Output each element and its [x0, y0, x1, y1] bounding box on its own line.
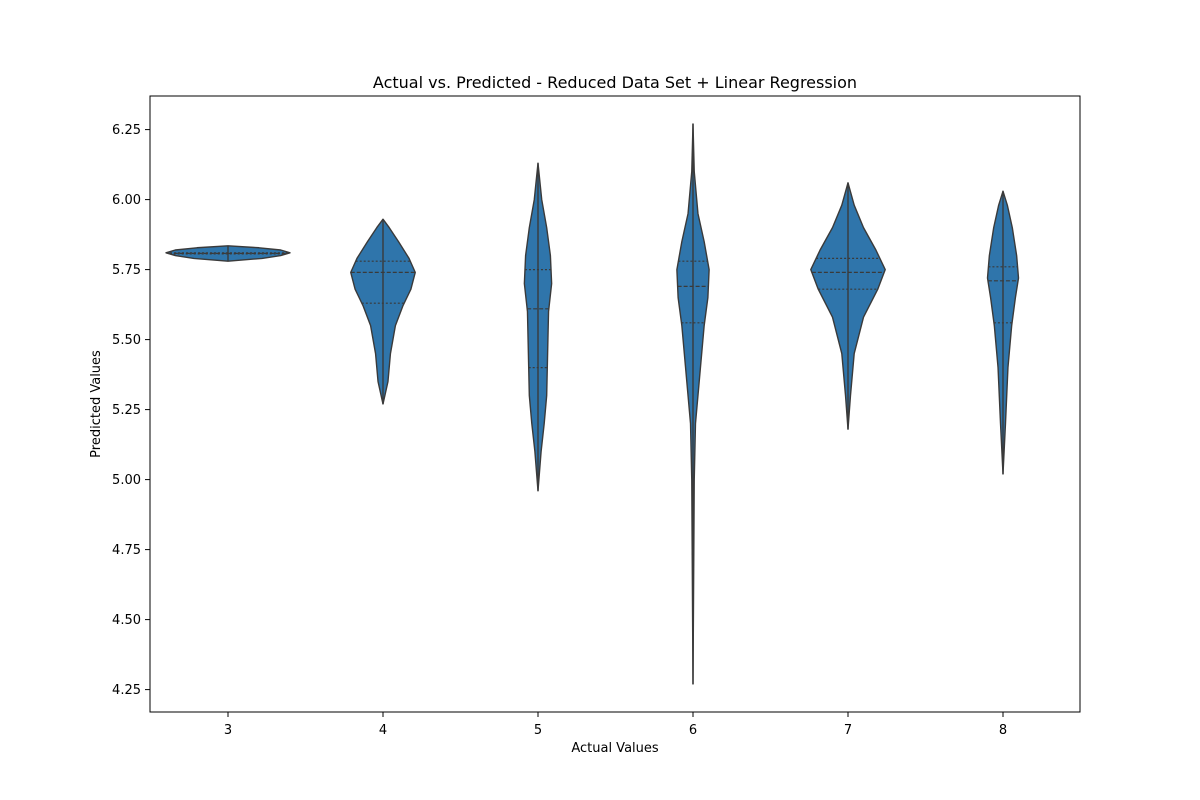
y-tick-label: 4.25 — [112, 683, 141, 698]
y-tick-label: 4.50 — [112, 613, 141, 628]
violin-6 — [676, 123, 710, 685]
plot-frame — [149, 95, 1081, 713]
x-axis: 3 4 5 6 7 8 — [224, 712, 1007, 738]
x-axis-label: Actual Values — [571, 741, 659, 756]
y-tick-label: 6.00 — [112, 193, 141, 208]
y-tick-label: 4.75 — [112, 543, 141, 558]
x-tick-label: 4 — [379, 723, 387, 738]
violin-3 — [165, 245, 291, 262]
x-tick-label: 8 — [999, 723, 1007, 738]
x-tick-label: 5 — [534, 723, 542, 738]
y-tick-label: 5.50 — [112, 333, 141, 348]
x-tick-label: 7 — [844, 723, 852, 738]
violins-group — [165, 123, 1020, 685]
x-tick-label: 6 — [689, 723, 697, 738]
violin-7 — [810, 182, 886, 430]
violin-4 — [350, 218, 416, 405]
y-axis-label: Predicted Values — [89, 350, 104, 458]
y-tick-label: 6.25 — [112, 123, 141, 138]
violin-5 — [523, 162, 553, 492]
y-tick-label: 5.00 — [112, 473, 141, 488]
y-tick-label: 5.25 — [112, 403, 141, 418]
y-axis: 4.25 4.50 4.75 5.00 5.25 5.50 5.75 6.00 6.25 — [112, 123, 150, 698]
x-tick-label: 3 — [224, 723, 232, 738]
violin-8 — [986, 190, 1020, 475]
chart-title: Actual vs. Predicted - Reduced Data Set … — [373, 73, 857, 92]
y-tick-label: 5.75 — [112, 263, 141, 278]
